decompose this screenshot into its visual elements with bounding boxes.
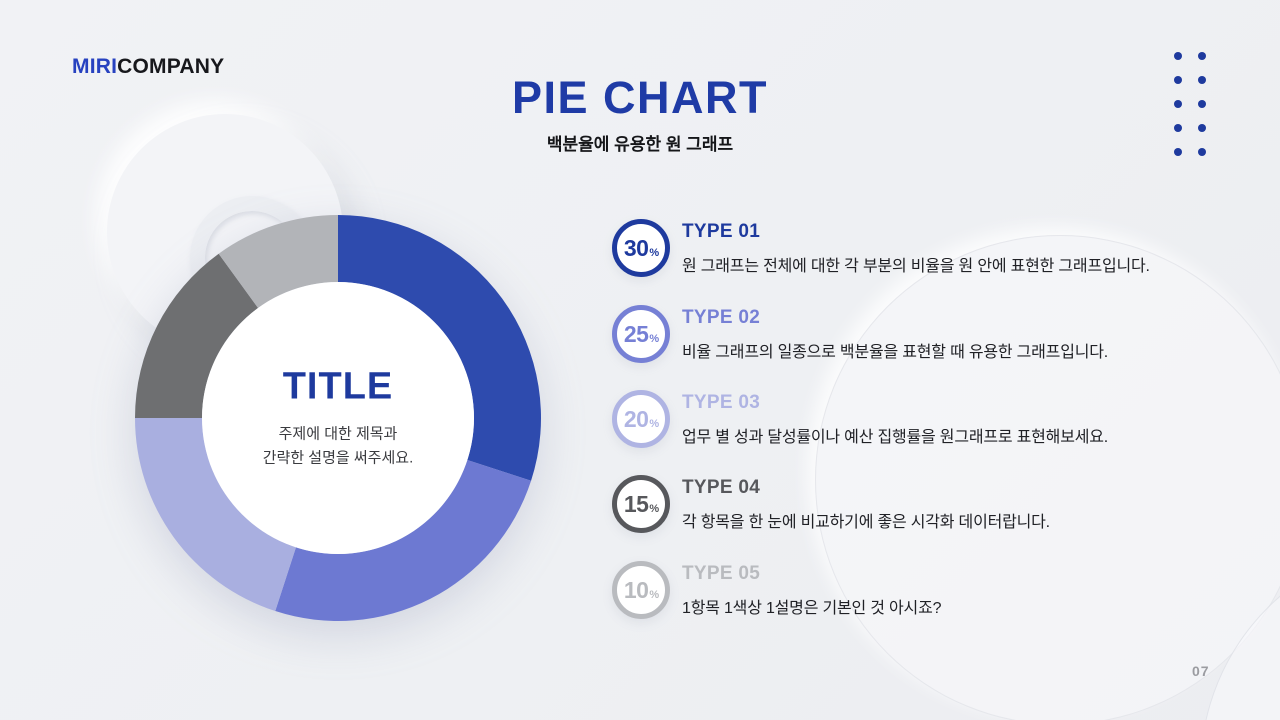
donut-slice-type-01 bbox=[338, 215, 541, 481]
percent-sign: % bbox=[649, 247, 660, 259]
type-text-1: TYPE 01 원 그래프는 전체에 대한 각 부분의 비율을 원 안에 표현한… bbox=[682, 221, 1182, 276]
type-title-5: TYPE 05 bbox=[682, 563, 761, 584]
page-number: 07 bbox=[1192, 663, 1210, 679]
type-title-2: TYPE 02 bbox=[682, 307, 761, 328]
percentage-value: 15 bbox=[623, 490, 649, 517]
type-text-5: TYPE 05 1항목 1색상 1설명은 기본인 것 아시죠? bbox=[682, 563, 1182, 618]
donut-chart-svg bbox=[135, 215, 541, 621]
percentage-value: 30 bbox=[623, 234, 649, 261]
dot bbox=[1198, 124, 1206, 132]
percentage-value: 25 bbox=[623, 320, 649, 347]
donut-slice-type-04 bbox=[135, 253, 259, 418]
donut-chart: TITLE 주제에 대한 제목과 간략한 설명을 써주세요. bbox=[126, 206, 550, 630]
donut-center-description: 주제에 대한 제목과 간략한 설명을 써주세요. bbox=[198, 423, 478, 471]
donut-inner-circle bbox=[202, 282, 474, 554]
type-desc-5: 1항목 1색상 1설명은 기본인 것 아시죠? bbox=[682, 600, 942, 617]
percentage-badge-5: 10% bbox=[612, 561, 670, 619]
donut-center-desc-line1: 주제에 대한 제목과 bbox=[278, 425, 398, 443]
percentage-value: 10 bbox=[623, 576, 649, 603]
type-title-4: TYPE 04 bbox=[682, 477, 761, 498]
type-title-3: TYPE 03 bbox=[682, 392, 761, 413]
percentage-badge-4: 15% bbox=[612, 475, 670, 533]
type-row-2: 25% TYPE 02 비율 그래프의 일종으로 백분율을 표현할 때 유용한 … bbox=[612, 305, 1182, 369]
dot bbox=[1174, 76, 1182, 84]
dot bbox=[1198, 76, 1206, 84]
donut-center-desc-line2: 간략한 설명을 써주세요. bbox=[262, 449, 414, 467]
percent-sign: % bbox=[649, 589, 660, 601]
type-title-1: TYPE 01 bbox=[682, 221, 761, 242]
percent-sign: % bbox=[649, 503, 660, 515]
type-desc-1: 원 그래프는 전체에 대한 각 부분의 비율을 원 안에 표현한 그래프입니다. bbox=[682, 258, 1150, 275]
decor-circle-bottom-right bbox=[1200, 540, 1280, 720]
dot bbox=[1174, 124, 1182, 132]
donut-center-label: TITLE 주제에 대한 제목과 간략한 설명을 써주세요. bbox=[198, 366, 478, 471]
type-row-5: 10% TYPE 05 1항목 1색상 1설명은 기본인 것 아시죠? bbox=[612, 561, 1182, 625]
type-desc-4: 각 항목을 한 눈에 비교하기에 좋은 시각화 데이터랍니다. bbox=[682, 514, 1050, 531]
donut-slice-type-05 bbox=[218, 215, 338, 308]
type-text-2: TYPE 02 비율 그래프의 일종으로 백분율을 표현할 때 유용한 그래프입… bbox=[682, 307, 1182, 362]
company-logo: MIRICOMPANY bbox=[72, 55, 224, 79]
type-row-1: 30% TYPE 01 원 그래프는 전체에 대한 각 부분의 비율을 원 안에… bbox=[612, 219, 1182, 283]
type-row-4: 15% TYPE 04 각 항목을 한 눈에 비교하기에 좋은 시각화 데이터랍… bbox=[612, 475, 1182, 539]
dot bbox=[1174, 100, 1182, 108]
donut-center-title: TITLE bbox=[282, 365, 394, 408]
type-text-3: TYPE 03 업무 별 성과 달성률이나 예산 집행률을 원그래프로 표현해보… bbox=[682, 392, 1182, 447]
page-title: PIE CHART bbox=[511, 72, 768, 123]
percent-sign: % bbox=[649, 333, 660, 345]
type-desc-3: 업무 별 성과 달성률이나 예산 집행률을 원그래프로 표현해보세요. bbox=[682, 429, 1109, 446]
dot bbox=[1174, 52, 1182, 60]
percentage-value: 20 bbox=[623, 405, 649, 432]
page-subtitle: 백분율에 유용한 원 그래프 bbox=[546, 135, 734, 154]
donut-slice-type-03 bbox=[135, 418, 296, 612]
dot bbox=[1198, 148, 1206, 156]
percentage-badge-3: 20% bbox=[612, 390, 670, 448]
type-desc-2: 비율 그래프의 일종으로 백분율을 표현할 때 유용한 그래프입니다. bbox=[682, 344, 1109, 361]
donut-slice-type-02 bbox=[275, 460, 532, 621]
logo-part-black: COMPANY bbox=[117, 55, 225, 78]
dot bbox=[1198, 100, 1206, 108]
percentage-badge-1: 30% bbox=[612, 219, 670, 277]
type-text-4: TYPE 04 각 항목을 한 눈에 비교하기에 좋은 시각화 데이터랍니다. bbox=[682, 477, 1182, 532]
logo-part-blue: MIRI bbox=[72, 55, 118, 78]
dot bbox=[1174, 148, 1182, 156]
dot bbox=[1198, 52, 1206, 60]
percentage-badge-2: 25% bbox=[612, 305, 670, 363]
percent-sign: % bbox=[649, 418, 660, 430]
dots-grid-ornament bbox=[1174, 52, 1206, 156]
type-row-3: 20% TYPE 03 업무 별 성과 달성률이나 예산 집행률을 원그래프로 … bbox=[612, 390, 1182, 454]
